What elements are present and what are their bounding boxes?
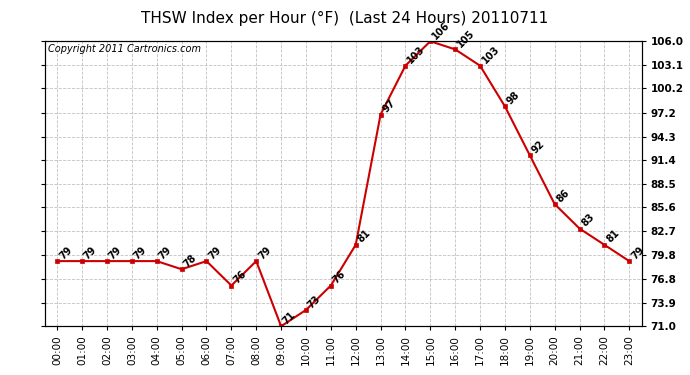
Text: 103: 103 <box>480 44 502 66</box>
Text: 92: 92 <box>530 139 546 155</box>
Text: 79: 79 <box>57 244 74 261</box>
Text: 79: 79 <box>132 244 148 261</box>
Text: 105: 105 <box>455 28 477 50</box>
Text: 97: 97 <box>381 98 397 114</box>
Text: 79: 79 <box>256 244 273 261</box>
Text: 71: 71 <box>281 310 297 326</box>
Text: 79: 79 <box>157 244 173 261</box>
Text: 86: 86 <box>555 188 571 204</box>
Text: 81: 81 <box>604 228 621 245</box>
Text: 79: 79 <box>629 244 646 261</box>
Text: Copyright 2011 Cartronics.com: Copyright 2011 Cartronics.com <box>48 44 201 54</box>
Text: 79: 79 <box>107 244 124 261</box>
Text: 78: 78 <box>181 252 198 269</box>
Text: 83: 83 <box>580 212 596 228</box>
Text: 81: 81 <box>356 228 373 245</box>
Text: 79: 79 <box>82 244 99 261</box>
Text: 76: 76 <box>331 269 348 285</box>
Text: 79: 79 <box>206 244 223 261</box>
Text: THSW Index per Hour (°F)  (Last 24 Hours) 20110711: THSW Index per Hour (°F) (Last 24 Hours)… <box>141 11 549 26</box>
Text: 76: 76 <box>231 269 248 285</box>
Text: 98: 98 <box>505 90 522 106</box>
Text: 103: 103 <box>406 44 427 66</box>
Text: 73: 73 <box>306 293 323 310</box>
Text: 106: 106 <box>431 20 452 41</box>
